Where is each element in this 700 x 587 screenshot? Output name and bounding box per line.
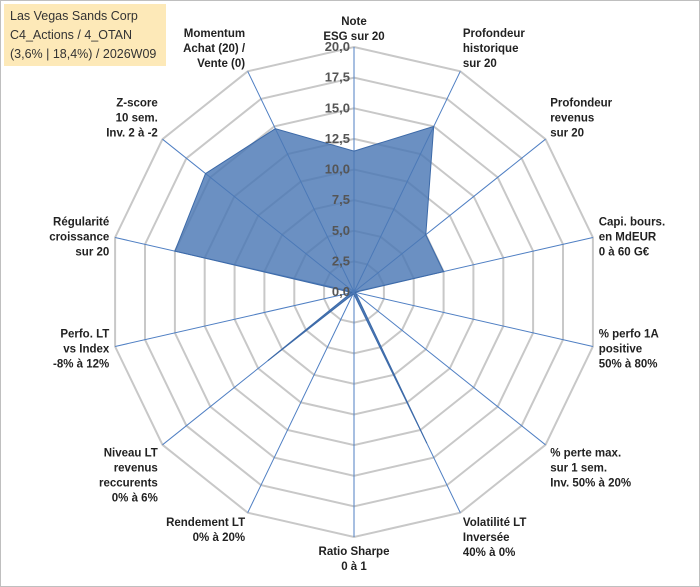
axis-label-line: Achat (20) / [183,43,246,55]
title-line-3: (3,6% | 18,4%) / 2026W09 [10,47,157,61]
axis-label-line: Ratio Sharpe [319,546,390,558]
axis-label-line: 0 à 1 [341,561,367,573]
axis-label-line: Vente (0) [197,58,245,70]
axis-label: Ratio Sharpe 0 à 1 [319,546,390,573]
tick-label: 0,0 [332,284,350,299]
axis-label: Profondeur revenus sur 20 [550,98,612,140]
axis-label-line: Rendement LT [166,517,245,529]
axis-label-line: reccurents [99,478,158,490]
axis-label-line: sur 20 [550,128,584,140]
axis-label-line: Inv. 50% à 20% [550,478,631,490]
axis-label-line: Volatilité LT [463,517,526,529]
axis-label: % perte max. sur 1 sem. Inv. 50% à 20% [550,448,631,490]
axis-label-line: Inversée [463,532,510,544]
axis-label-line: -8% à 12% [53,358,109,370]
axis-label-line: % perte max. [550,448,621,460]
axis-label-line: sur 20 [463,58,497,70]
data-series-area [174,125,445,444]
title-line-1: Las Vegas Sands Corp [10,9,138,23]
axis-labels: Note ESG sur 20 Profondeur historique sur 20… [49,16,665,573]
axis-label-line: 0 à 60 G€ [599,247,650,259]
tick-label: 20,0 [325,39,350,54]
axis-label-line: 0% à 20% [193,532,245,544]
axis-label-line: 0% à 6% [112,493,158,505]
tick-label: 5,0 [332,223,350,238]
axis-label: Rendement LT 0% à 20% [166,517,245,544]
tick-label: 17,5 [325,70,350,85]
title-box: Las Vegas Sands Corp C4_Actions / 4_OTAN… [4,4,166,66]
axis-spoke [353,291,546,446]
axis-label-line: Régularité [53,217,109,229]
axis-label-line: Inv. 2 à -2 [106,128,158,140]
axis-label-line: 40% à 0% [463,547,515,559]
axis-label-line: revenus [550,113,594,125]
axis-spoke [114,291,355,347]
axis-label-line: 10 sem. [116,113,158,125]
axis-label-line: Niveau LT [104,448,158,460]
tick-label: 2,5 [332,253,350,268]
axis-label-line: Note [341,16,367,28]
axis-label-line: revenus [114,463,158,475]
axis-label: Capi. bours. en MdEUR 0 à 60 G€ [599,217,665,259]
axis-spoke [247,291,355,513]
tick-label: 7,5 [332,192,350,207]
axis-label-line: Momentum [184,28,245,40]
axis-label: Momentum Achat (20) / Vente (0) [183,28,246,70]
axis-label-line: Profondeur [550,98,612,110]
tick-label: 15,0 [325,100,350,115]
axis-spoke [353,291,594,347]
axis-label: Niveau LT revenus reccurents 0% à 6% [99,448,158,505]
axis-label-line: Capi. bours. [599,217,665,229]
axis-label-line: sur 1 sem. [550,463,607,475]
axis-label-line: Z-score [116,98,158,110]
axis-label: % perfo 1A positive 50% à 80% [599,328,659,370]
tick-labels: 0,0 2,5 5,0 7,5 10,0 12,5 15,0 17,5 20,0 [325,39,350,299]
axis-label: Note ESG sur 20 [323,16,384,43]
axis-label: Régularité croissance sur 20 [49,217,109,259]
axis-label: Volatilité LT Inversée 40% à 0% [463,517,526,559]
axis-label-line: Perfo. LT [60,328,109,340]
axis-label-line: positive [599,343,642,355]
axis-label-line: ESG sur 20 [323,31,384,43]
title-line-2: C4_Actions / 4_OTAN [10,28,133,42]
axis-label: Profondeur historique sur 20 [463,28,525,70]
axis-label: Perfo. LT vs Index -8% à 12% [53,328,110,370]
axis-label-line: en MdEUR [599,232,657,244]
axis-label-line: 50% à 80% [599,358,658,370]
axis-label-line: Profondeur [463,28,525,40]
axis-label-line: vs Index [63,343,110,355]
axis-label-line: % perfo 1A [599,328,659,340]
axis-label-line: sur 20 [75,247,109,259]
tick-label: 12,5 [325,131,350,146]
axis-label: Z-score 10 sem. Inv. 2 à -2 [106,98,158,140]
axis-label-line: croissance [49,232,109,244]
tick-label: 10,0 [325,162,350,177]
axis-label-line: historique [463,43,519,55]
